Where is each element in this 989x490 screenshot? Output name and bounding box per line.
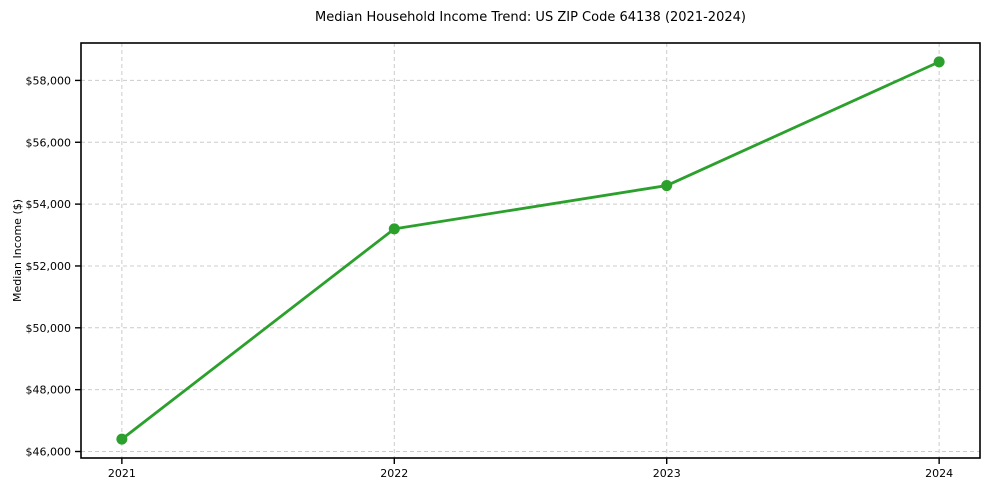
y-tick-label: $54,000 (26, 198, 72, 211)
y-tick-label: $46,000 (26, 446, 72, 459)
gridlines-layer (81, 43, 980, 458)
data-point-2024 (933, 56, 945, 68)
tick-labels-layer: $46,000 $48,000 $50,000 $52,000 $54,000 $56,0… (26, 74, 954, 480)
chart-title: Median Household Income Trend: US ZIP Co… (315, 10, 746, 25)
y-axis-title: Median Income ($) (11, 199, 24, 302)
data-point-2022 (388, 223, 400, 235)
data-point-2023 (661, 180, 673, 192)
y-tick-label: $48,000 (26, 384, 72, 397)
x-tick-label: 2022 (380, 467, 408, 480)
axes-layer (75, 42, 981, 464)
x-tick-label: 2021 (108, 467, 136, 480)
y-tick-label: $58,000 (26, 74, 72, 87)
data-point-2021 (116, 433, 128, 445)
x-tick-label: 2023 (653, 467, 681, 480)
y-tick-label: $50,000 (26, 322, 72, 335)
x-tick-label: 2024 (925, 467, 953, 480)
y-tick-label: $52,000 (26, 260, 72, 273)
trend-line (120, 60, 941, 441)
plot-border (80, 42, 981, 459)
y-tick-label: $56,000 (26, 136, 72, 149)
series-layer (116, 56, 945, 445)
